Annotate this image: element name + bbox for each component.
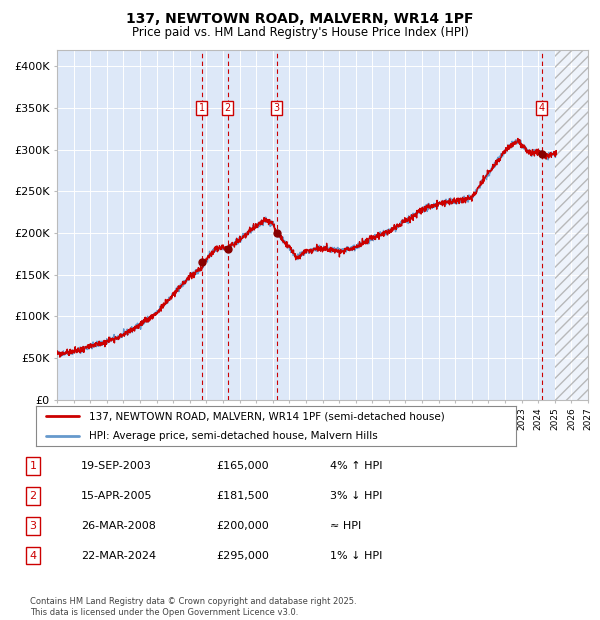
Text: HPI: Average price, semi-detached house, Malvern Hills: HPI: Average price, semi-detached house,… xyxy=(89,432,377,441)
Text: 3: 3 xyxy=(274,103,280,113)
Text: 2: 2 xyxy=(224,103,231,113)
Text: 137, NEWTOWN ROAD, MALVERN, WR14 1PF: 137, NEWTOWN ROAD, MALVERN, WR14 1PF xyxy=(126,12,474,27)
Text: 4: 4 xyxy=(539,103,545,113)
Text: 4% ↑ HPI: 4% ↑ HPI xyxy=(330,461,383,471)
Text: 1: 1 xyxy=(199,103,205,113)
Text: 26-MAR-2008: 26-MAR-2008 xyxy=(81,521,156,531)
Text: 3% ↓ HPI: 3% ↓ HPI xyxy=(330,491,382,501)
Text: 1: 1 xyxy=(29,461,37,471)
Text: ≈ HPI: ≈ HPI xyxy=(330,521,361,531)
Text: 19-SEP-2003: 19-SEP-2003 xyxy=(81,461,152,471)
Text: £165,000: £165,000 xyxy=(216,461,269,471)
Text: £181,500: £181,500 xyxy=(216,491,269,501)
Bar xyxy=(555,50,588,400)
Text: Contains HM Land Registry data © Crown copyright and database right 2025.
This d: Contains HM Land Registry data © Crown c… xyxy=(30,598,356,617)
Text: 3: 3 xyxy=(29,521,37,531)
Text: 2: 2 xyxy=(29,491,37,501)
Text: £295,000: £295,000 xyxy=(216,551,269,560)
Text: 22-MAR-2024: 22-MAR-2024 xyxy=(81,551,156,560)
Text: Price paid vs. HM Land Registry's House Price Index (HPI): Price paid vs. HM Land Registry's House … xyxy=(131,26,469,39)
Text: 1% ↓ HPI: 1% ↓ HPI xyxy=(330,551,382,560)
Bar xyxy=(555,50,588,400)
Text: 4: 4 xyxy=(29,551,37,560)
Text: 15-APR-2005: 15-APR-2005 xyxy=(81,491,152,501)
Text: 137, NEWTOWN ROAD, MALVERN, WR14 1PF (semi-detached house): 137, NEWTOWN ROAD, MALVERN, WR14 1PF (se… xyxy=(89,411,445,421)
Text: £200,000: £200,000 xyxy=(216,521,269,531)
